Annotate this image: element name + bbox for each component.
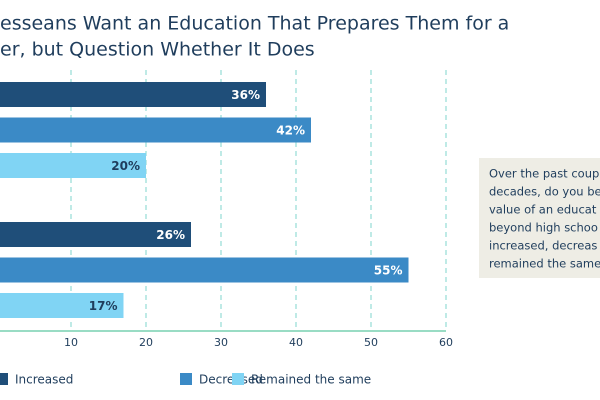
annotation-line: Over the past coup (489, 167, 599, 181)
x-tick-label: 60 (439, 336, 453, 349)
value-label: 42% (276, 124, 305, 138)
value-label: 17% (89, 299, 118, 313)
legend-swatch (180, 373, 192, 385)
legend-swatch (232, 373, 244, 385)
annotation-line: value of an educat (489, 203, 597, 217)
annotation-line: increased, decreas (489, 239, 597, 253)
legend-label: Decreased (199, 373, 263, 387)
chart-title: esseans Want an Education That Prepares … (0, 13, 509, 35)
legend-label: Remained the same (251, 373, 371, 387)
value-label: 36% (231, 88, 260, 102)
legend-swatch (0, 373, 8, 385)
value-label: 26% (156, 228, 185, 242)
bar (0, 153, 146, 178)
x-tick-label: 40 (289, 336, 303, 349)
annotation-line: remained the same (489, 257, 600, 271)
bar (0, 82, 266, 107)
bar (0, 257, 409, 283)
legend-label: Increased (15, 373, 73, 387)
annotation-line: beyond high schoo (489, 221, 598, 235)
bar (0, 222, 191, 247)
x-tick-label: 20 (139, 336, 153, 349)
annotation-line: decades, do you be (489, 185, 600, 199)
bar (0, 293, 124, 318)
x-tick-label: 50 (364, 336, 378, 349)
x-tick-label: 10 (64, 336, 78, 349)
bar (0, 117, 311, 143)
annotation-box (479, 158, 600, 278)
value-label: 20% (111, 159, 140, 173)
value-label: 55% (374, 264, 403, 278)
chart-title: er, but Question Whether It Does (0, 39, 315, 61)
x-tick-label: 30 (214, 336, 228, 349)
